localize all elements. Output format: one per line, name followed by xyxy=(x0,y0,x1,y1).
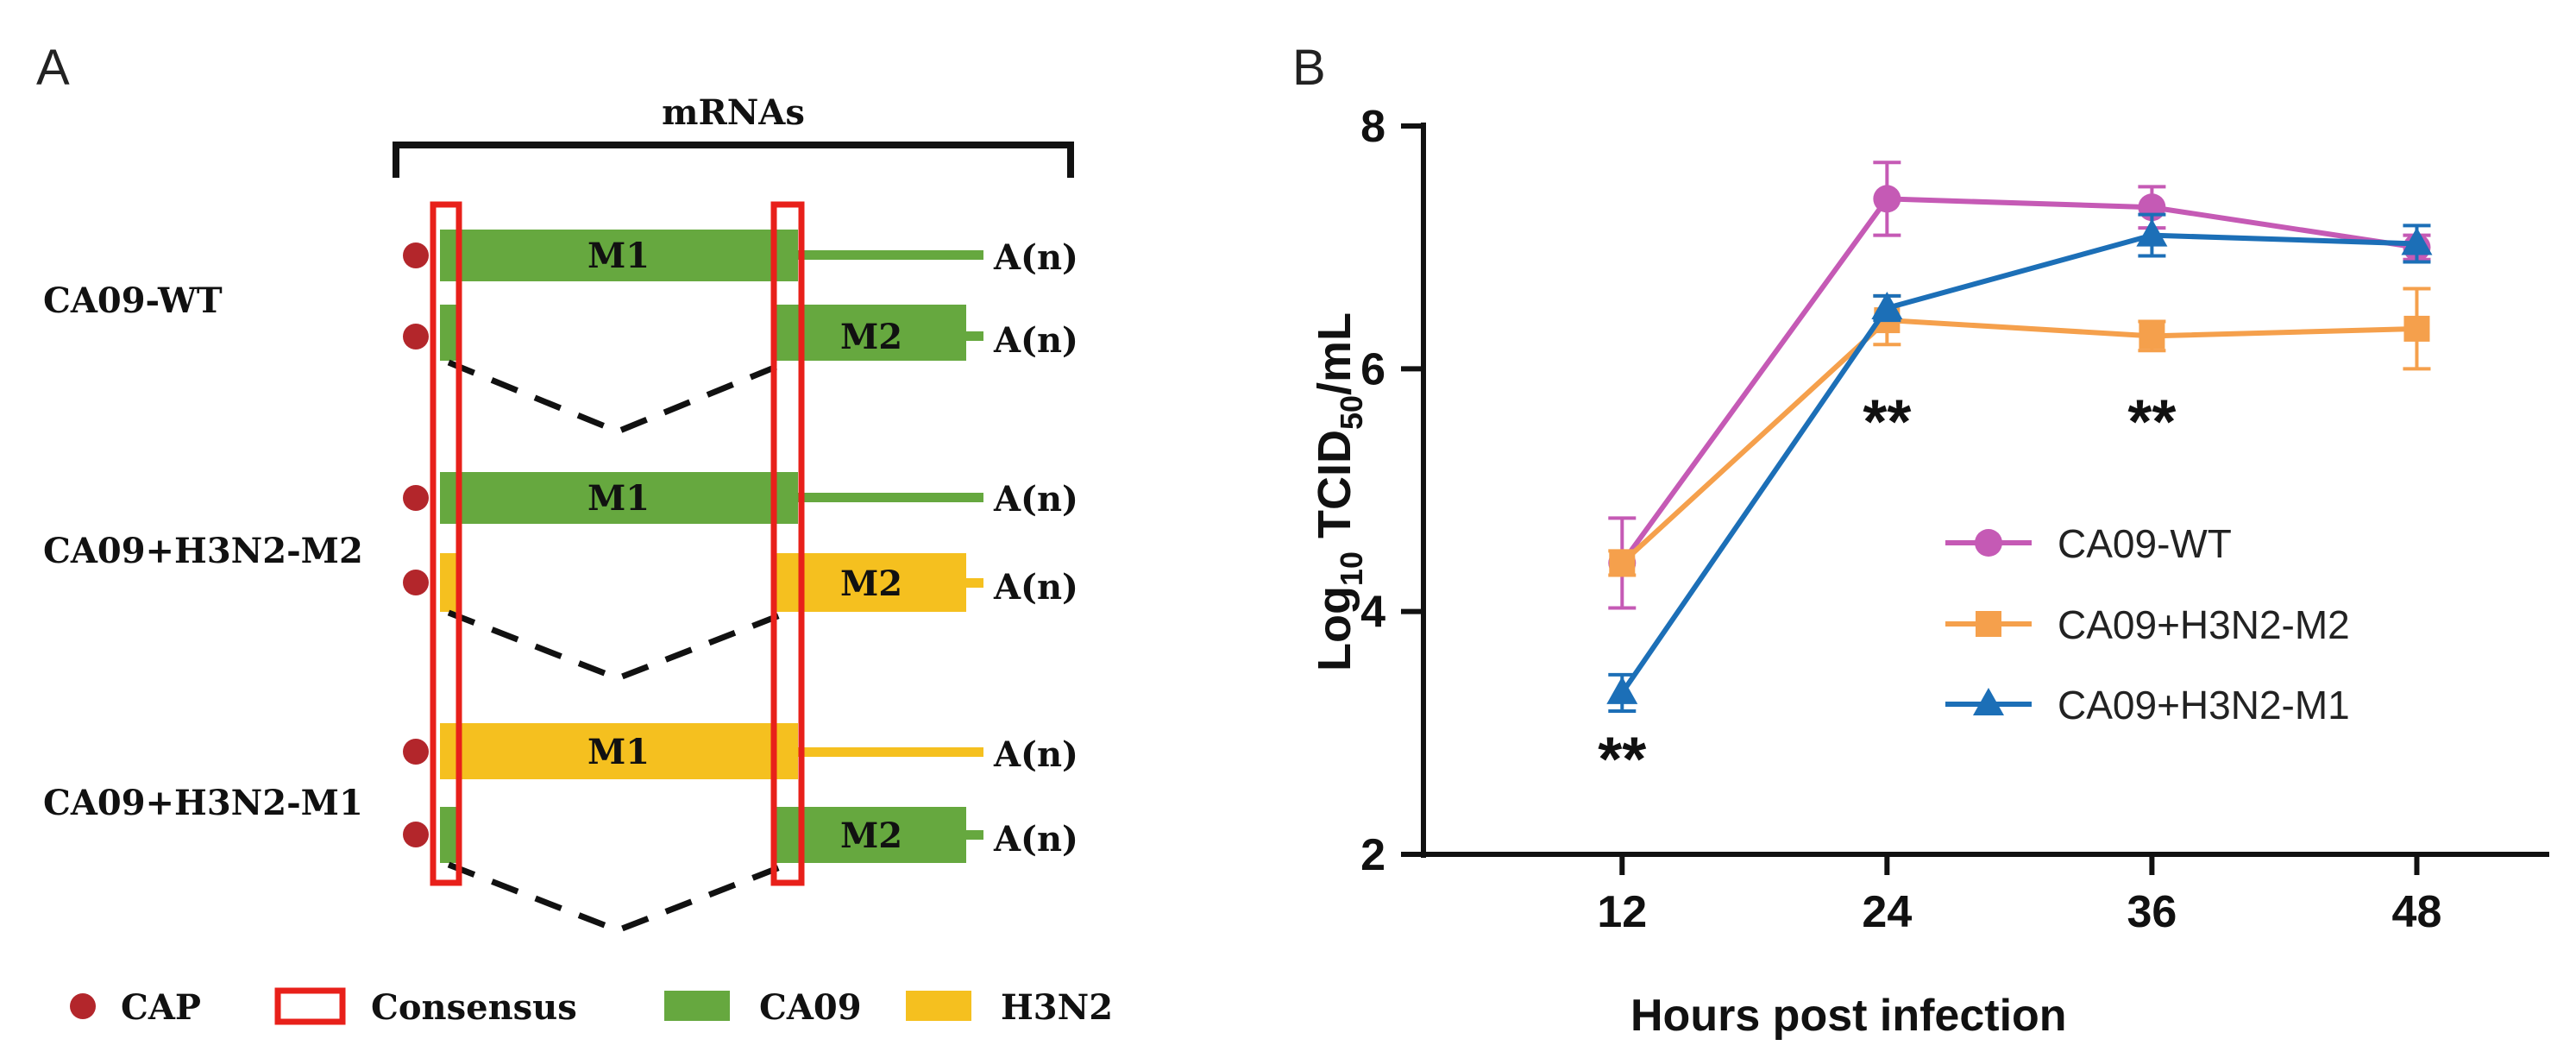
cap-icon xyxy=(403,739,429,765)
x-tick-label: 12 xyxy=(1597,887,1647,937)
m2-label: M2 xyxy=(840,564,902,604)
data-point xyxy=(2136,218,2168,247)
data-point xyxy=(2139,323,2165,350)
cap-icon xyxy=(403,242,429,268)
panel-b-label: B xyxy=(1292,40,1326,96)
group-label: CA09+H3N2-M2 xyxy=(43,531,363,571)
m2-tail-line xyxy=(966,830,983,840)
legend-label-ca09-h3n2-m1: CA09+H3N2-M1 xyxy=(2058,683,2350,727)
panel-a-label: A xyxy=(36,40,70,96)
m2-segment xyxy=(776,553,966,612)
chart-legend: CA09-WT CA09+H3N2-M2 CA09+H3N2-M1 xyxy=(1945,521,2350,727)
m2-segment xyxy=(776,305,966,361)
legend-consensus-swatch xyxy=(274,987,346,1025)
m2-segment xyxy=(776,807,966,863)
data-point xyxy=(2401,227,2433,255)
legend-label-ca09-h3n2-m2: CA09+H3N2-M2 xyxy=(2058,602,2350,647)
series-ca09-h3n2-m1 xyxy=(1606,212,2433,714)
legend-h3n2-label: H3N2 xyxy=(1001,987,1113,1028)
m1-segment xyxy=(440,230,798,281)
significance-mark: ** xyxy=(1598,726,1646,795)
m1-label: M1 xyxy=(587,732,650,772)
y-ticks: 2 4 6 8 xyxy=(1360,102,1423,880)
y-axis-title: Log10 TCID50/mL xyxy=(1309,312,1369,671)
x-tick-label: 24 xyxy=(1862,887,1912,937)
y-tick-label: 4 xyxy=(1360,588,1385,638)
mrnas-header: mRNAs xyxy=(662,92,805,133)
consensus-box-3prime xyxy=(770,201,805,886)
group-ca09-h3n2-m1: CA09+H3N2-M1 M1 A(n) M2 A(n) xyxy=(43,723,1078,934)
m2-exon1 xyxy=(440,305,459,361)
significance-annotations: ** ** ** xyxy=(1598,388,2176,795)
m1-tail-line xyxy=(798,747,983,757)
series-ca09-wt xyxy=(1608,161,2431,610)
legend-consensus-label: Consensus xyxy=(371,987,577,1028)
y-tick-label: 8 xyxy=(1360,102,1385,152)
splice-intron-dashed xyxy=(447,609,789,682)
legend-ca09-label: CA09 xyxy=(759,987,862,1028)
significance-mark: ** xyxy=(1863,388,1911,457)
poly-a-label: A(n) xyxy=(993,819,1078,860)
poly-a-label: A(n) xyxy=(993,567,1078,608)
legend-ca09-swatch xyxy=(664,991,730,1021)
mrnas-bracket xyxy=(393,142,1074,178)
cap-icon xyxy=(403,822,429,847)
poly-a-label: A(n) xyxy=(993,734,1078,775)
x-axis-title: Hours post infection xyxy=(1630,991,2067,1041)
data-point xyxy=(1606,676,1638,704)
poly-a-label: A(n) xyxy=(993,237,1078,278)
cap-icon xyxy=(403,324,429,350)
significance-mark: ** xyxy=(2127,388,2176,457)
data-point xyxy=(2403,315,2430,342)
series-ca09-h3n2-m2 xyxy=(1608,287,2431,577)
legend-cap-icon xyxy=(70,993,96,1019)
series-line xyxy=(1619,196,2417,565)
m1-label: M1 xyxy=(587,236,650,276)
panel-a-splicing-diagram: A mRNAs CA09-WT M1 A(n) M2 A(n) CA09+H3 xyxy=(36,40,1113,1028)
m2-tail-line xyxy=(966,331,983,341)
series-line xyxy=(1619,232,2417,695)
y-tick-label: 2 xyxy=(1360,830,1385,880)
legend-marker xyxy=(1973,688,2004,715)
m2-label: M2 xyxy=(840,816,902,856)
legend-h3n2-swatch xyxy=(906,991,971,1021)
x-tick-label: 36 xyxy=(2127,887,2177,937)
group-ca09-wt: CA09-WT M1 A(n) M2 A(n) xyxy=(43,230,1078,435)
group-label: CA09+H3N2-M1 xyxy=(43,783,363,823)
x-ticks: 12 24 36 48 xyxy=(1597,854,2441,937)
group-ca09-h3n2-m2: CA09+H3N2-M2 M1 A(n) M2 A(n) xyxy=(43,472,1078,682)
legend-marker xyxy=(1976,611,2001,637)
series-line xyxy=(1620,317,2417,565)
panel-a-legend: CAP Consensus CA09 H3N2 xyxy=(70,987,1113,1028)
y-tick-label: 6 xyxy=(1360,344,1385,394)
splice-intron-dashed xyxy=(447,861,789,934)
legend-cap-label: CAP xyxy=(121,987,201,1028)
legend-marker xyxy=(1975,529,2002,557)
legend-label-ca09-wt: CA09-WT xyxy=(2058,521,2232,566)
data-series xyxy=(1606,161,2433,714)
x-tick-label: 48 xyxy=(2392,887,2442,937)
m1-segment xyxy=(440,472,798,524)
m1-label: M1 xyxy=(587,478,650,519)
data-point xyxy=(1873,185,1901,213)
consensus-box-5prime xyxy=(430,201,462,886)
m2-exon1 xyxy=(440,807,459,863)
poly-a-label: A(n) xyxy=(993,479,1078,520)
cap-icon xyxy=(403,570,429,595)
m1-segment xyxy=(440,723,798,779)
data-point xyxy=(1609,550,1636,576)
cap-icon xyxy=(403,485,429,511)
m1-tail-line xyxy=(798,493,983,502)
data-point xyxy=(1871,292,1903,319)
group-label: CA09-WT xyxy=(43,280,223,321)
m2-label: M2 xyxy=(840,317,902,357)
m2-exon1 xyxy=(440,553,459,612)
m2-tail-line xyxy=(966,578,983,588)
m1-tail-line xyxy=(798,250,983,260)
poly-a-label: A(n) xyxy=(993,320,1078,361)
splice-intron-dashed xyxy=(447,359,789,435)
